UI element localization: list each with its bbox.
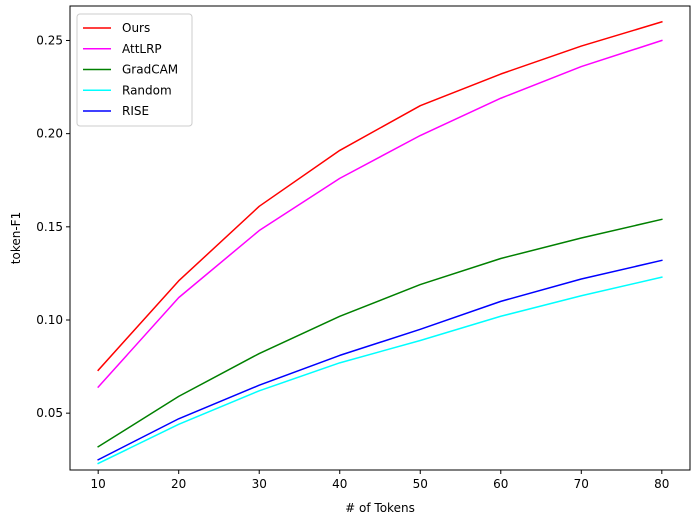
series-line-rise bbox=[97, 259, 663, 461]
legend-box bbox=[76, 13, 193, 127]
x-tick-label: 80 bbox=[654, 477, 669, 491]
legend-label-random: Random bbox=[122, 83, 172, 97]
series-line-random bbox=[97, 276, 663, 465]
legend-label-rise: RISE bbox=[122, 104, 149, 118]
y-tick-label: 0.05 bbox=[36, 406, 63, 420]
legend-label-attlrp: AttLRP bbox=[122, 42, 162, 56]
legend-label-ours: Ours bbox=[122, 21, 150, 35]
x-tick-label: 40 bbox=[332, 477, 347, 491]
series-line-gradcam bbox=[97, 218, 663, 448]
plot-frame bbox=[69, 5, 691, 471]
x-tick-label: 50 bbox=[413, 477, 428, 491]
y-axis-ticks: 0.05 0.10 0.15 0.20 0.25 bbox=[36, 33, 70, 420]
legend: Ours AttLRP GradCAM Random RISE bbox=[76, 13, 193, 127]
y-tick-label: 0.20 bbox=[36, 127, 63, 141]
x-tick-label: 20 bbox=[171, 477, 186, 491]
series-line-ours bbox=[97, 20, 663, 372]
x-tick-label: 10 bbox=[91, 477, 106, 491]
y-tick-label: 0.15 bbox=[36, 220, 63, 234]
x-tick-label: 70 bbox=[574, 477, 589, 491]
y-tick-label: 0.10 bbox=[36, 313, 63, 327]
legend-label-gradcam: GradCAM bbox=[122, 63, 178, 77]
x-axis-label: # of Tokens bbox=[345, 501, 415, 515]
x-axis-ticks: 10 20 30 40 50 60 70 80 bbox=[91, 470, 669, 491]
y-tick-label: 0.25 bbox=[36, 33, 63, 47]
x-tick-label: 30 bbox=[252, 477, 267, 491]
series-line-attlrp bbox=[97, 39, 663, 389]
series-lines bbox=[97, 20, 663, 465]
y-axis-label: token-F1 bbox=[9, 212, 23, 264]
x-tick-label: 60 bbox=[493, 477, 508, 491]
